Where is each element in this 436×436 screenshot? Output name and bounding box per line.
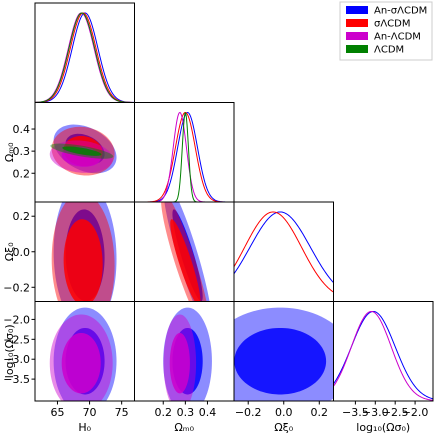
x-tick-label-logOsig0: −3.0 (362, 406, 389, 419)
panel-Om0-H0: 0.2 0.3 0.4 (13, 102, 135, 203)
y-axis-label-Oxi0: Ωξ₀ (3, 242, 16, 262)
x-tick-label-logOsig0: −2.5 (382, 406, 409, 419)
x-tick-label-H0: 75 (115, 406, 129, 419)
y-axis-label-Om0: Ωₘ₀ (3, 142, 16, 162)
panel-frame (333, 301, 434, 402)
marginal-curve-Oxi0-series-1 (234, 211, 334, 293)
panel-H0-H0 (34, 2, 135, 103)
contour-inner-Om0-Oxi0-series-1 (170, 219, 201, 302)
contour-inner-H0-logOsig0-series-2 (61, 332, 101, 394)
panel-frame (233, 201, 334, 302)
x-tick-label-H0: 65 (50, 406, 64, 419)
marginal-curve-Oxi0-series-0 (234, 211, 334, 283)
y-tick-label-Om0: 0.3 (13, 145, 31, 158)
y-tick-label-Oxi0: 0.2 (13, 210, 31, 223)
y-axis-label-logOsig0: log₁₀(Ωσ₀) (3, 324, 16, 378)
x-tick-label-H0: 70 (83, 406, 97, 419)
contour-inner-H0-Om0-series-3 (62, 146, 102, 156)
y-tick-label-Om0: 0.4 (13, 123, 31, 136)
legend-label-2: An-ΛCDM (374, 32, 421, 43)
panel-logOsig0-Oxi0: −0.2 0.0 0.2 (233, 301, 334, 419)
legend-swatch-3 (346, 45, 368, 53)
x-tick-label-Oxi0: 0.0 (275, 406, 293, 419)
y-tick-label-Om0: 0.2 (13, 167, 31, 180)
panel-Oxi0-H0: −0.2 0.0 0.2 (3, 201, 135, 302)
legend: An-σΛCDM σΛCDM An-ΛCDM ΛCDM (339, 1, 433, 61)
y-tick-label-logOsig0: −2.0 (3, 313, 30, 326)
axis-labels: H₀ Ωₘ₀ Ωξ₀ log₁₀(Ωσ₀) Ωₘ₀ Ωξ₀ log₁₀(Ωσ₀) (3, 142, 410, 434)
marginal-curve-Om0-series-0 (134, 111, 234, 202)
x-tick-label-Om0: 0.2 (154, 406, 172, 419)
y-tick-label-logOsig0: −3.5 (3, 373, 30, 386)
x-tick-label-Oxi0: 0.2 (311, 406, 329, 419)
legend-label-3: ΛCDM (374, 45, 404, 56)
contour-inner-Om0-logOsig0-series-2 (169, 332, 190, 394)
x-tick-label-Oxi0: −0.2 (235, 406, 262, 419)
y-tick-label-Oxi0: −0.2 (3, 281, 30, 294)
panel-logOsig0-Om0: 0.2 0.3 0.4 (134, 301, 235, 419)
marginal-curve-H0-series-1 (35, 12, 135, 103)
panel-logOsig0-logOsig0: −3.5−3.0−2.5−2.0 (333, 301, 434, 419)
x-axis-label-logOsig0: log₁₀(Ωσ₀) (356, 421, 410, 434)
marginal-curve-Om0-series-1 (134, 111, 234, 202)
x-axis-label-H0: H₀ (78, 421, 91, 434)
x-axis-label-Om0: Ωₘ₀ (174, 421, 194, 434)
marginal-curve-Om0-series-3 (134, 112, 234, 202)
x-tick-label-logOsig0: −2.0 (402, 406, 429, 419)
legend-swatch-1 (346, 19, 368, 27)
panel-Om0-Om0 (134, 102, 235, 203)
y-tick-label-logOsig0: −2.5 (3, 333, 30, 346)
marginal-curve-H0-series-2 (35, 12, 135, 103)
panel-logOsig0-H0: 65 70 75 −3.5 −3.0 −2.5 −2.0 (3, 301, 135, 419)
y-tick-label-logOsig0: −3.0 (3, 353, 30, 366)
marginal-curve-Om0-series-2 (134, 111, 234, 202)
panel-frame (34, 2, 135, 103)
legend-label-0: An-σΛCDM (374, 6, 427, 17)
marginal-curve-logOsig0-series-2 (333, 310, 433, 401)
legend-swatch-0 (346, 6, 368, 14)
legend-label-1: σΛCDM (374, 19, 411, 30)
y-tick-label-Oxi0: 0.0 (13, 246, 31, 259)
marginal-curve-H0-series-3 (35, 12, 135, 103)
panel-Oxi0-Oxi0 (233, 201, 334, 302)
panel-Oxi0-Om0 (134, 201, 235, 302)
marginal-curve-H0-series-0 (35, 12, 135, 103)
x-tick-label-logOsig0: −3.5 (342, 406, 369, 419)
x-tick-label-Om0: 0.4 (199, 406, 217, 419)
panels: 0.20.30.4−0.20.00.265 70 75−3.5−3.0−2.5−2.… (3, 2, 434, 419)
contour-inner-H0-Oxi0-series-1 (63, 219, 103, 302)
x-tick-label-Om0: 0.3 (177, 406, 195, 419)
x-axis-label-Oxi0: Ωξ₀ (274, 421, 294, 434)
legend-swatch-2 (346, 32, 368, 40)
contour-inner-Oxi0-logOsig0-series-0 (234, 327, 327, 395)
